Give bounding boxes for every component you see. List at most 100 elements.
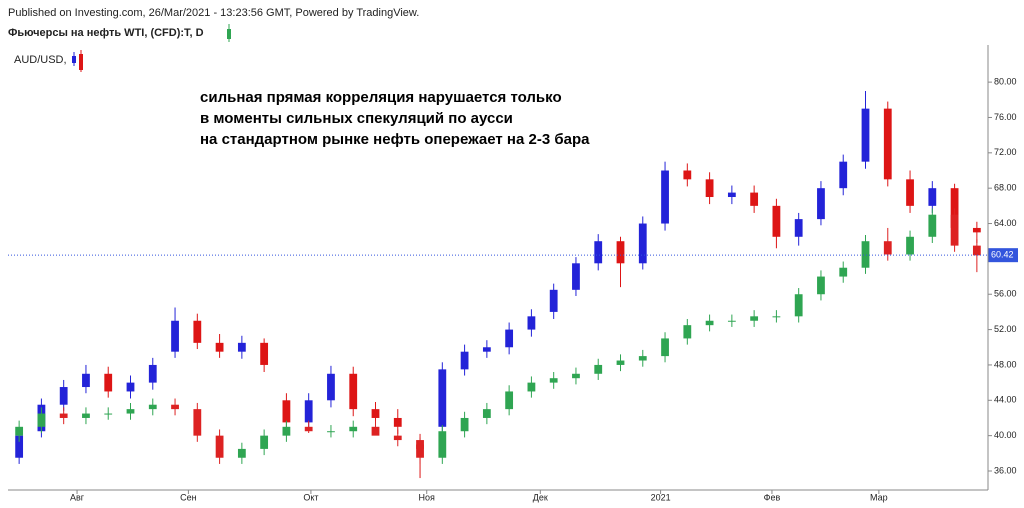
candle-body (727, 320, 736, 322)
candle-body (638, 356, 647, 361)
candle-body (193, 409, 202, 436)
candle-body (282, 400, 291, 423)
candle-body (393, 417, 402, 427)
candle-body (460, 351, 469, 370)
x-tick-label: Окт (303, 492, 318, 502)
candle-body (215, 342, 224, 352)
candle-body (416, 440, 424, 458)
candle-body (794, 219, 803, 237)
legend-entry: Фьючерсы на нефть WTI, (CFD):T, D (8, 27, 204, 39)
candle-body (15, 426, 24, 436)
candle-body (82, 413, 90, 418)
candle-body (82, 373, 90, 388)
candle-body (906, 179, 914, 206)
candle-body (661, 170, 669, 224)
candle-body (260, 342, 269, 365)
candle-body (549, 378, 558, 383)
candle-body (193, 320, 202, 343)
candle-body (505, 391, 514, 410)
annotation-line: сильная прямая корреляция нарушается тол… (200, 89, 562, 106)
annotation-line: в моменты сильных спекуляций по аусси (200, 110, 513, 127)
candle-body (349, 373, 358, 410)
candle-body (705, 179, 714, 198)
candle-body (616, 360, 625, 365)
candle-body (282, 426, 291, 436)
candle-body (15, 435, 24, 458)
candle-body (327, 373, 335, 401)
candle-body (638, 223, 647, 264)
candle-body (260, 435, 269, 449)
candle-body (482, 409, 491, 418)
y-tick-label: 68.00 (994, 183, 1017, 193)
annotation: сильная прямая корреляция нарушается тол… (200, 89, 590, 148)
y-tick-label: 48.00 (994, 359, 1017, 369)
candle-body (482, 347, 491, 352)
candle-body (839, 161, 848, 189)
candle-body (928, 214, 937, 237)
candle-body (126, 382, 135, 392)
candle-body (950, 214, 959, 246)
candle-body (460, 417, 469, 432)
candle-body (883, 241, 892, 255)
candle-body (148, 404, 157, 410)
candle-body (972, 245, 981, 256)
candle-body (438, 369, 447, 427)
legend-entry: AUD/USD, (14, 54, 67, 66)
y-tick-label: 72.00 (994, 147, 1017, 157)
candle-body (883, 108, 892, 180)
x-tick-label: 2021 (651, 492, 671, 502)
candle-body (772, 205, 781, 237)
candle-body (505, 329, 514, 348)
candle-body (393, 435, 402, 441)
y-tick-label: 56.00 (994, 289, 1017, 299)
candle-body (438, 431, 447, 458)
candle-body (171, 320, 179, 352)
candle-body (572, 263, 580, 290)
x-tick-label: Сен (180, 492, 197, 502)
candle-body (861, 108, 870, 162)
candle-body (549, 289, 558, 312)
candle-body (906, 236, 914, 255)
candle-body (126, 409, 135, 414)
x-tick-label: Фев (764, 492, 781, 502)
candle-body (527, 316, 536, 330)
legend-icon (227, 24, 231, 42)
price-label-box (988, 248, 1018, 263)
y-tick-label: 44.00 (994, 395, 1017, 405)
candle-body (59, 387, 68, 405)
candle-body (371, 409, 380, 418)
candle-body (817, 188, 825, 220)
candle-body (794, 294, 803, 317)
candle-body (304, 426, 313, 432)
y-tick-label: 76.00 (994, 112, 1017, 122)
candle-body (594, 364, 603, 374)
candle-body (104, 373, 113, 392)
y-tick-label: 36.00 (994, 465, 1017, 475)
x-tick-label: Мар (870, 492, 888, 502)
annotation-line: на стандартном рынке нефть опережает на … (200, 131, 590, 148)
y-tick-label: 40.00 (994, 430, 1017, 440)
x-tick-label: Дек (533, 492, 548, 502)
candle-body (772, 316, 781, 318)
candle-body (237, 342, 246, 352)
candle-body (237, 448, 246, 458)
candle-body (705, 320, 714, 326)
candle-body (861, 241, 870, 268)
candle-body (928, 188, 937, 206)
candle-body (972, 227, 981, 233)
candle-body (950, 188, 959, 228)
candle-body (572, 373, 580, 379)
candle-body (304, 400, 313, 423)
x-tick-label: Авг (70, 492, 85, 502)
candle-body (349, 426, 358, 432)
source-note: Published on Investing.com, 26/Mar/2021 … (8, 7, 419, 19)
x-tick-label: Ноя (419, 492, 436, 502)
candle-body (661, 338, 669, 357)
plot: 36.0040.0044.0048.0052.0056.0060.0064.00… (8, 76, 1018, 502)
candle-body (59, 413, 68, 418)
candle-body (215, 435, 224, 458)
candle-body (683, 325, 692, 339)
